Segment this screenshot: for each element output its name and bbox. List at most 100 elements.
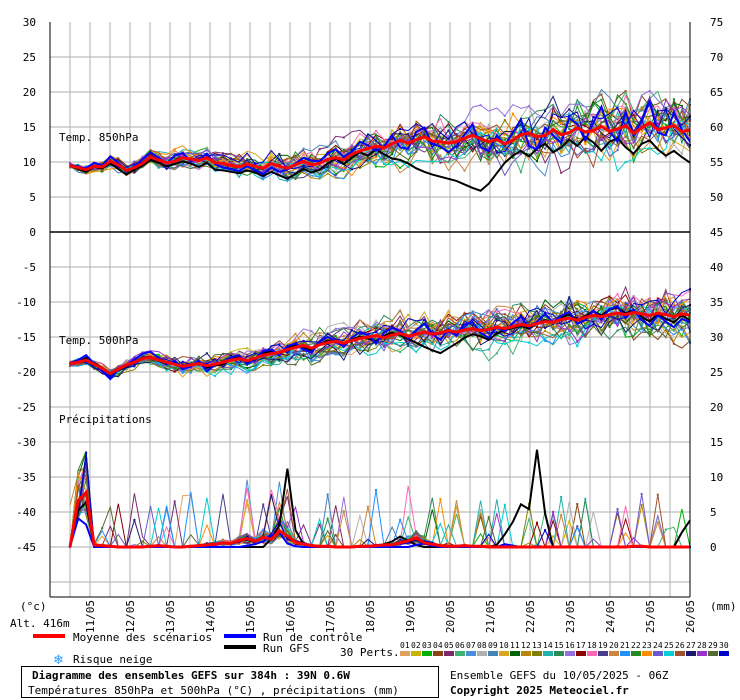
perturbation-point <box>399 323 402 326</box>
perturbation-point <box>302 171 305 174</box>
pert-swatch <box>708 651 718 656</box>
perturbation-point <box>358 344 361 347</box>
perturbation-point <box>672 328 675 331</box>
perturbation-point <box>560 513 563 516</box>
perturbation-point <box>640 107 643 110</box>
perturbation-point <box>471 348 474 351</box>
perturbation-point <box>350 144 353 147</box>
perturbation-point <box>439 335 442 338</box>
perturbation-point <box>648 308 651 311</box>
perturbation-point <box>495 129 498 132</box>
pert-swatch <box>543 651 553 656</box>
perturbation-point <box>294 358 297 361</box>
perturbation-point <box>189 357 192 360</box>
perturbation-point <box>648 89 651 92</box>
perturbation-point <box>181 371 184 374</box>
perturbation-point <box>447 129 450 132</box>
snowflake-icon: ❄ <box>53 653 64 668</box>
perturbation-point <box>149 149 152 152</box>
pert-swatch <box>719 651 729 656</box>
perturbation-point <box>544 306 547 309</box>
perturbation-point <box>254 351 257 354</box>
perturbation-point <box>278 152 281 155</box>
perturbation-point <box>270 362 273 365</box>
perturbation-point <box>407 138 410 141</box>
perturbation-point <box>592 148 595 151</box>
perturbation-point <box>374 139 377 142</box>
perturbation-point <box>592 318 595 321</box>
perturbation-point <box>423 537 426 540</box>
perturbation-point <box>656 493 659 496</box>
perturbation-point <box>423 133 426 136</box>
perturbation-point <box>608 139 611 142</box>
perturbation-point <box>544 529 547 532</box>
perturbation-point <box>189 371 192 374</box>
perturbation-point <box>326 493 329 496</box>
perturbation-point <box>173 153 176 156</box>
x-tick-label: 14/05 <box>204 600 217 633</box>
perturbation-point <box>399 132 402 135</box>
perturbation-point <box>656 122 659 125</box>
tick-label-precip-right: 35 <box>710 296 723 309</box>
pert-number: 09 <box>488 641 498 650</box>
perturbation-point <box>616 318 619 321</box>
tick-label-precip-right: 10 <box>710 471 723 484</box>
perturbation-point <box>254 352 257 355</box>
control-line-0 <box>69 98 691 176</box>
perturbation-point <box>552 310 555 313</box>
perturbation-point <box>552 120 555 123</box>
perturbation-point <box>576 103 579 106</box>
pert-swatch <box>455 651 465 656</box>
pert-swatch <box>697 651 707 656</box>
perturbation-point <box>640 108 643 111</box>
perturbation-point <box>302 166 305 169</box>
legend-swatch-mean <box>33 634 65 638</box>
perturbation-point <box>495 151 498 154</box>
perturbation-point <box>93 167 96 170</box>
perturbation-point <box>608 325 611 328</box>
perturbation-point <box>560 495 563 498</box>
perturbation-point <box>221 156 224 159</box>
perturbation-point <box>205 352 208 355</box>
perturbation-point <box>495 331 498 334</box>
legend-swatch-control <box>224 634 256 638</box>
x-tick-label: 21/05 <box>484 600 497 633</box>
x-tick-label: 18/05 <box>364 600 377 633</box>
perturbation-point <box>552 312 555 315</box>
perturbation-point <box>487 543 490 546</box>
perturbation-point <box>310 160 313 163</box>
perturbation-point <box>374 155 377 158</box>
perturbation-point <box>495 143 498 146</box>
perturbation-point <box>592 113 595 116</box>
perturbation-point <box>270 363 273 366</box>
perturbation-point <box>342 510 345 513</box>
perturbation-point <box>109 369 112 372</box>
perturbation-point <box>391 159 394 162</box>
perturbation-point <box>656 111 659 114</box>
pert-number: 19 <box>598 641 608 650</box>
perturbation-point <box>213 359 216 362</box>
perturbation-point <box>383 345 386 348</box>
perturbation-point <box>616 323 619 326</box>
perturbation-point <box>383 342 386 345</box>
perturbation-point <box>511 336 514 339</box>
perturbation-point <box>552 105 555 108</box>
perturbation-point <box>664 114 667 117</box>
perturbation-point <box>584 113 587 116</box>
perturbation-point <box>133 363 136 366</box>
panel-label-precip: Précipitations <box>59 413 152 426</box>
perturbation-point <box>302 353 305 356</box>
perturbation-point <box>536 543 539 546</box>
perturbation-point <box>213 374 216 377</box>
perturbation-point <box>117 157 120 160</box>
perturbation-point <box>391 336 394 339</box>
panel-label-850: Temp. 850hPa <box>59 131 138 144</box>
pert-swatch <box>664 651 674 656</box>
perturbation-point <box>270 356 273 359</box>
tick-label-850-right: 55 <box>710 156 723 169</box>
perturbation-point <box>584 147 587 150</box>
tick-label-precip-right: 40 <box>710 261 723 274</box>
perturbation-point <box>600 139 603 142</box>
right-unit: (mm) <box>710 600 737 613</box>
perturbation-point <box>302 358 305 361</box>
